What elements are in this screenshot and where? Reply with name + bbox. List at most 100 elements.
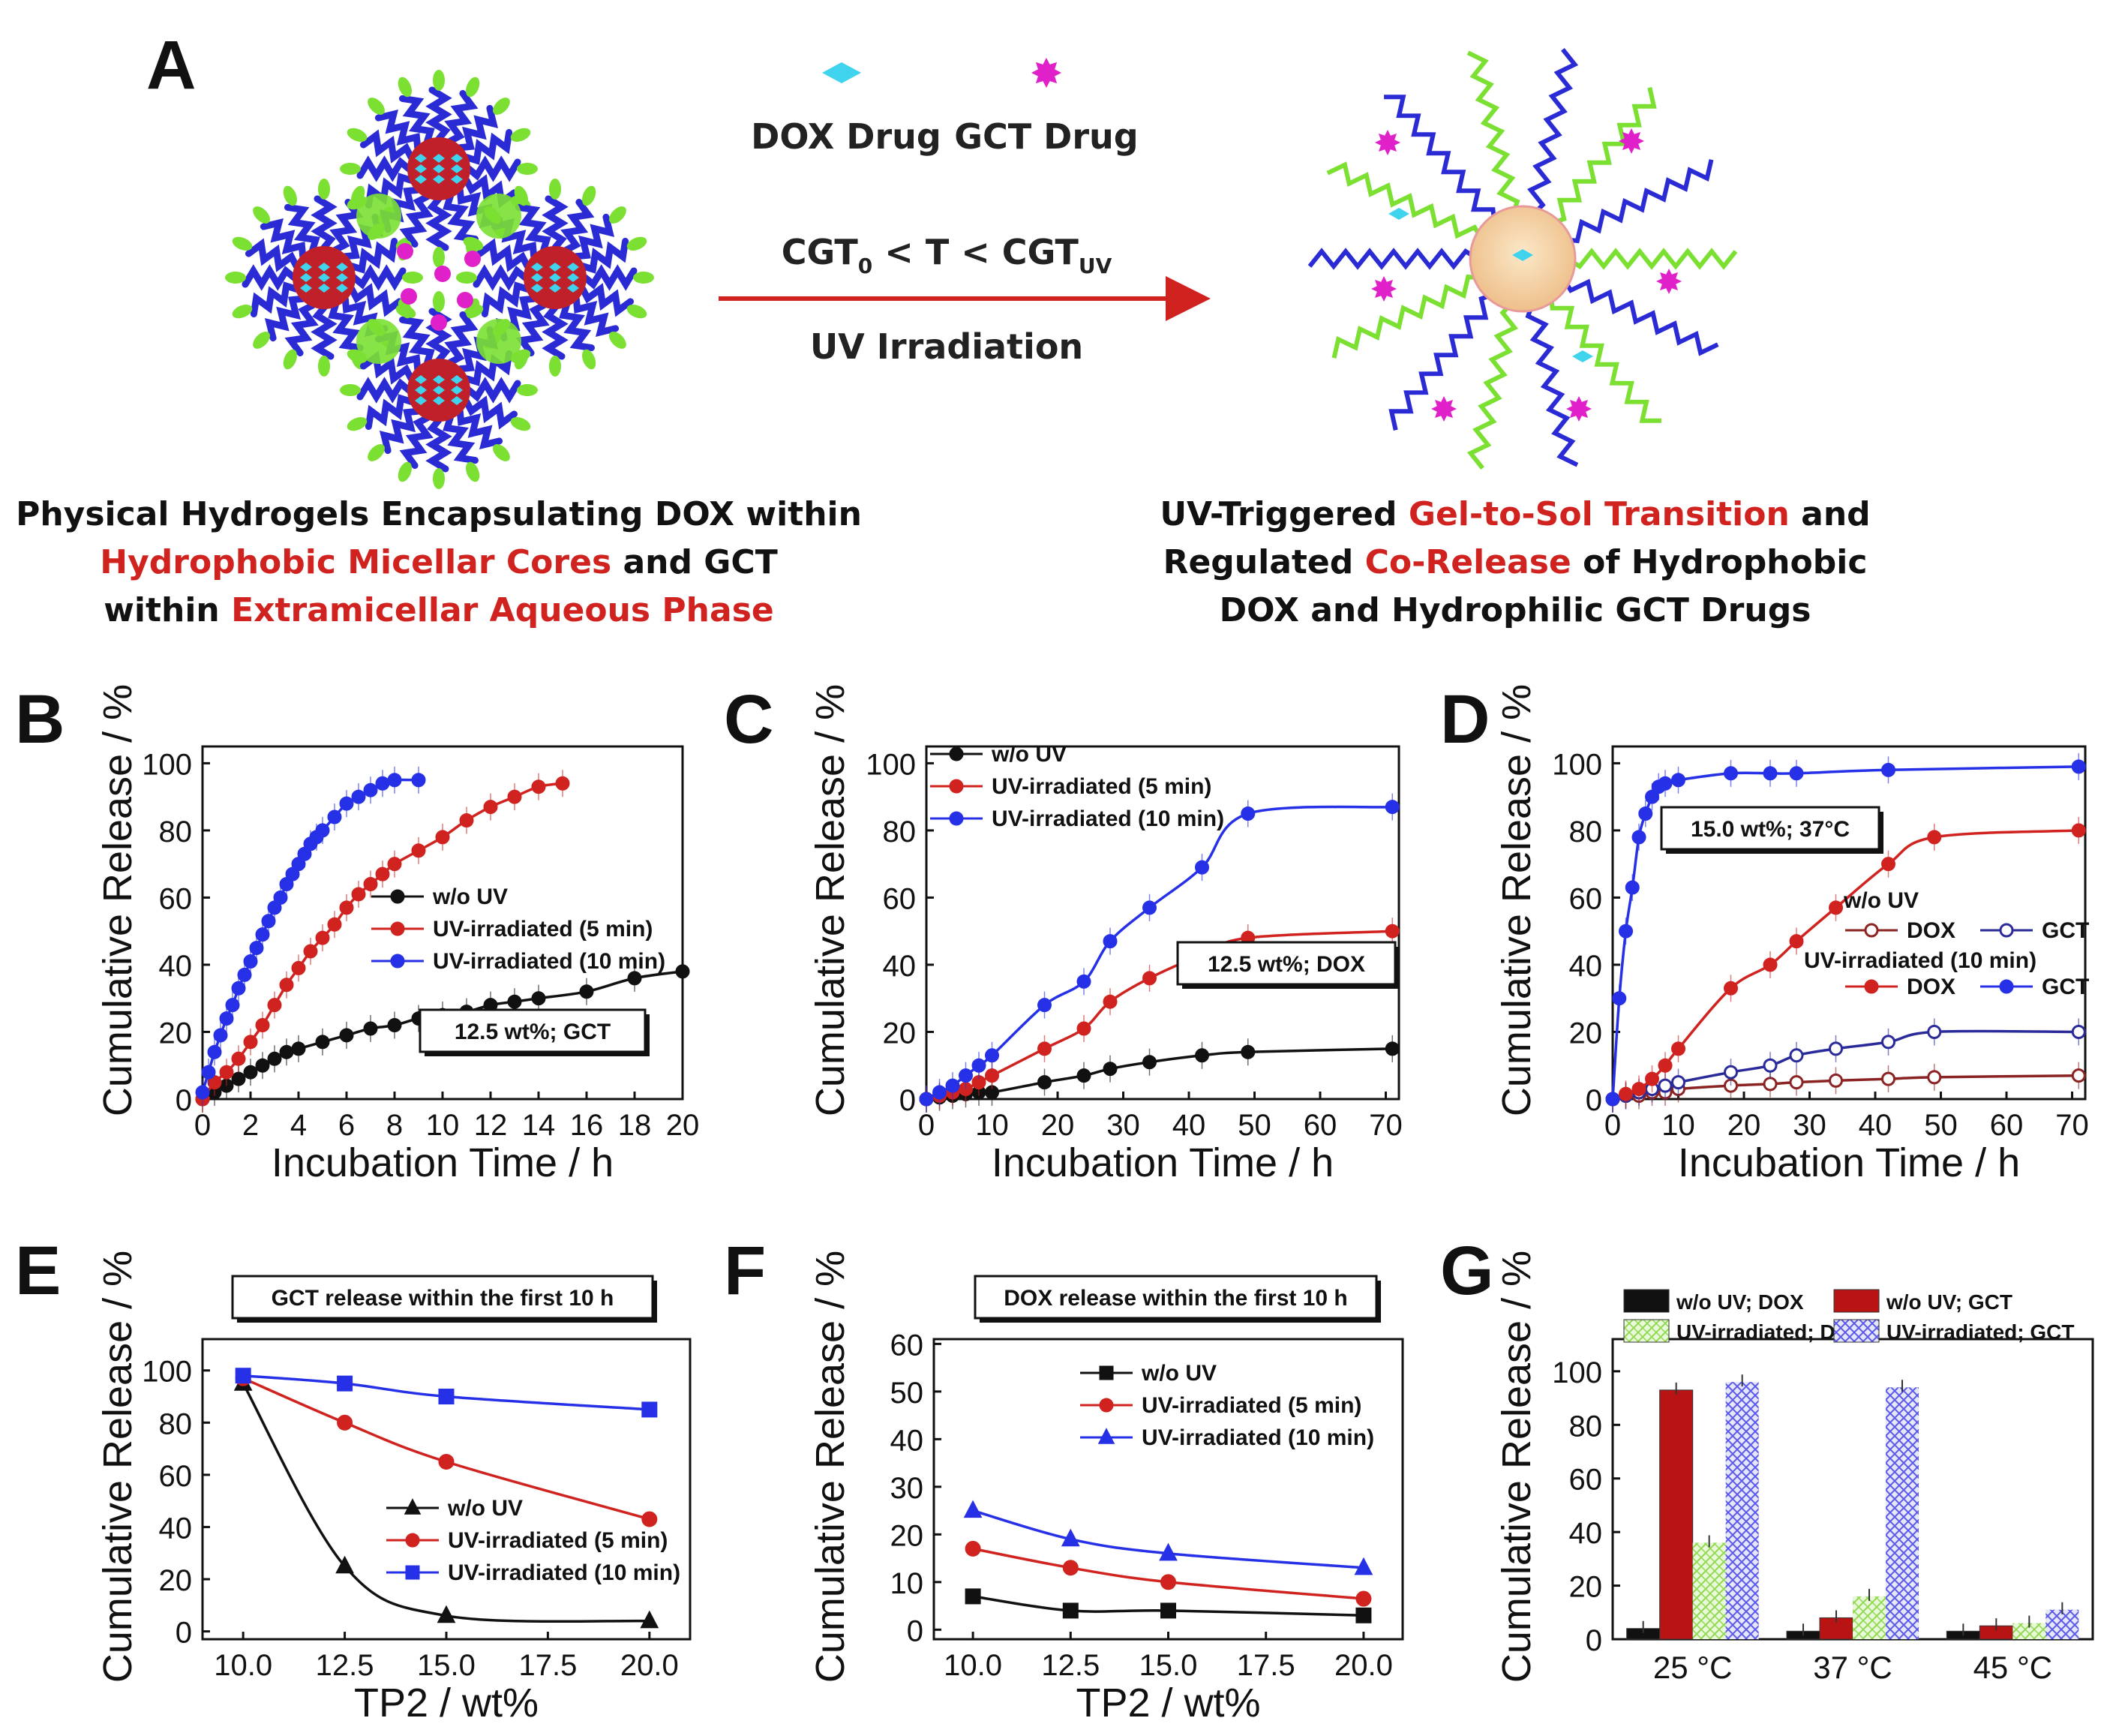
released-gct-drug <box>1371 276 1397 302</box>
series-gct <box>1605 752 2086 1113</box>
data-point <box>351 789 366 804</box>
data-point <box>1789 766 1804 781</box>
data-point <box>555 776 570 791</box>
data-point <box>1881 1035 1895 1050</box>
data-point <box>1631 1082 1646 1097</box>
y-tick-label: 40 <box>159 950 193 983</box>
data-point <box>1829 1041 1843 1056</box>
bar <box>1659 1389 1694 1640</box>
data-point <box>303 944 318 959</box>
free-gct-drug <box>397 243 413 260</box>
panel-f-chart: F 0 10 20 30 40 50 60 Cumulative Release / % 10.0… <box>724 1233 1404 1725</box>
annotation-box <box>974 1275 1378 1320</box>
data-point <box>641 1511 658 1527</box>
data-point <box>201 1065 216 1080</box>
caption-line: Hydrophobic Micellar Cores and GCT <box>100 543 777 581</box>
data-point <box>1160 1574 1176 1590</box>
x-tick-label: 50 <box>1924 1109 1958 1142</box>
micelle-chain <box>463 395 518 430</box>
data-point <box>255 1058 270 1073</box>
micelle-chain <box>264 295 307 342</box>
annotation-text: 12.5 wt%; GCT <box>455 1020 611 1044</box>
x-tick-label: 12 <box>474 1109 508 1142</box>
hydrogel-micelle <box>340 291 538 489</box>
data-point <box>405 1565 420 1580</box>
sol-chain <box>1331 274 1483 359</box>
micelle-chain <box>560 199 595 254</box>
bar <box>2045 1609 2079 1639</box>
data-point <box>1195 860 1209 875</box>
legend-label: UV-irradiated (10 min) <box>1142 1425 1374 1450</box>
released-gct-drug <box>1656 269 1682 294</box>
data-point <box>335 1555 354 1574</box>
y-tick-label: 60 <box>1569 1464 1603 1497</box>
series-w-o-uv <box>233 1373 659 1629</box>
x-tick-label: 14 <box>522 1109 556 1142</box>
data-point <box>675 964 690 979</box>
micelle-chain <box>542 195 569 251</box>
data-point <box>231 1051 246 1066</box>
micelle-hydrophilic-end <box>609 206 626 224</box>
data-point <box>387 857 402 872</box>
x-tick-label: 40 <box>1172 1109 1206 1142</box>
legend-label: UV-irradiated (5 min) <box>448 1528 668 1553</box>
data-point <box>1099 1365 1114 1380</box>
micelle-hydrophilic-end <box>582 185 596 206</box>
micelle-chain <box>463 129 513 165</box>
data-point <box>1241 1044 1256 1059</box>
micelle-chain <box>456 104 499 152</box>
data-point <box>2071 1024 2086 1039</box>
x-tick-label: 0 <box>194 1109 211 1142</box>
data-point <box>255 1018 270 1033</box>
x-tick-label: 12.5 <box>1041 1649 1100 1682</box>
data-point <box>1829 900 1843 915</box>
legend-label: w/o UV; GCT <box>1886 1290 2012 1314</box>
data-point <box>1763 957 1778 972</box>
data-point <box>411 843 426 858</box>
data-point <box>438 1453 455 1470</box>
sol-chain <box>1561 277 1719 356</box>
data-point <box>363 782 378 797</box>
panel-letter: C <box>724 681 773 758</box>
data-point <box>932 1085 947 1100</box>
micelle-hydrophilic-end <box>466 461 480 482</box>
data-point <box>1142 1055 1157 1070</box>
micelle-chain <box>356 155 413 182</box>
x-tick-label: 16 <box>570 1109 604 1142</box>
data-point <box>438 1389 455 1405</box>
data-point <box>640 1610 659 1629</box>
data-point <box>579 984 594 999</box>
panel-letter: G <box>1440 1233 1494 1309</box>
caption-segment: Hydrophobic Micellar Cores <box>100 543 611 581</box>
series-uv-irradiated-10-min- <box>963 1500 1373 1575</box>
bar <box>2012 1623 2046 1639</box>
data-point <box>1881 1071 1895 1086</box>
x-tick-label: 18 <box>618 1109 652 1142</box>
x-tick-label: 40 <box>1859 1109 1892 1142</box>
micelle-chain <box>245 238 300 272</box>
data-point <box>267 1051 282 1066</box>
legend-label: UV-irradiated (5 min) <box>1142 1393 1361 1418</box>
micelle-hydrophilic-end <box>510 417 531 431</box>
x-tick-label: 0 <box>1604 1109 1621 1142</box>
micelle-chain <box>425 195 452 251</box>
data-point <box>1864 979 1879 994</box>
x-axis-label: Incubation Time / h <box>272 1140 614 1185</box>
data-point <box>1037 1041 1052 1056</box>
data-point <box>1385 800 1400 815</box>
released-gct-drug <box>1375 130 1400 155</box>
x-tick-label: 20 <box>666 1109 700 1142</box>
micelle-chain <box>348 283 403 317</box>
legend-label: UV-irradiated (5 min) <box>433 917 653 942</box>
micelle-hydrophilic-end <box>232 236 253 251</box>
sol-chain <box>1326 161 1484 241</box>
data-point <box>375 866 390 882</box>
legend-label: UV-irradiated (10 min) <box>448 1560 680 1585</box>
x-axis-label: Incubation Time / h <box>1678 1140 2020 1185</box>
caption-segment: DOX and Hydrophilic GCT Drugs <box>1220 591 1811 629</box>
micelle-chain <box>242 264 298 291</box>
legend-label: UV-irradiated (10 min) <box>992 806 1224 831</box>
micelle-hydrophilic-end <box>225 272 246 284</box>
y-tick-label: 80 <box>1569 1410 1603 1443</box>
